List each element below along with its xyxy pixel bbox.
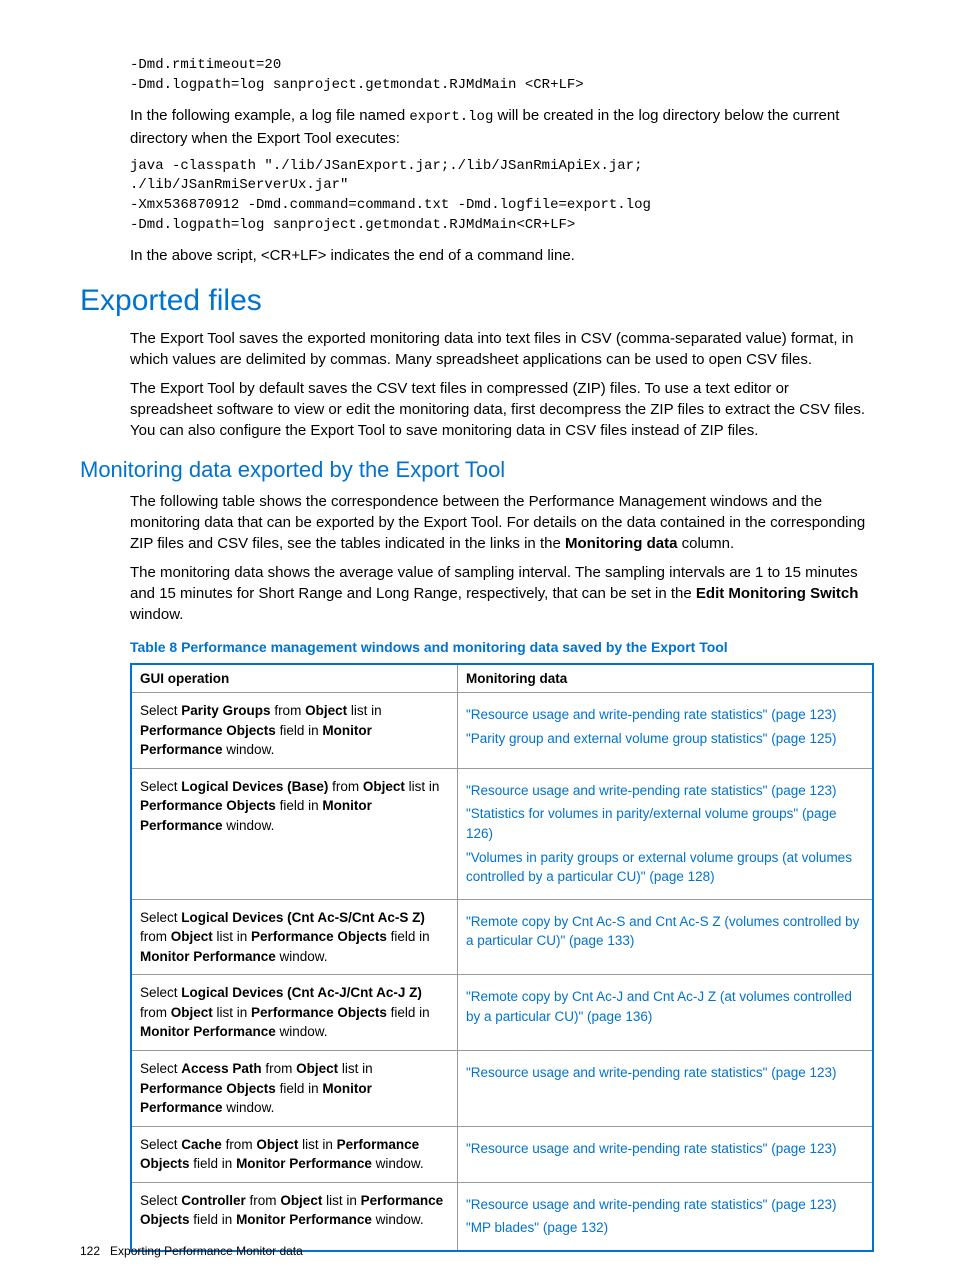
monitoring-data-cell: "Resource usage and write-pending rate s… [457,1182,873,1251]
paragraph-6: The monitoring data shows the average va… [130,562,874,625]
paragraph-2: In the above script, <CR+LF> indicates t… [130,245,874,266]
monitoring-body: The following table shows the correspond… [130,491,874,1252]
gui-operation-cell: Select Cache from Object list in Perform… [131,1126,457,1182]
paragraph-1: In the following example, a log file nam… [130,105,874,149]
page: -Dmd.rmitimeout=20 -Dmd.logpath=log sanp… [0,0,954,1282]
monitoring-data-link[interactable]: "MP blades" (page 132) [466,1218,864,1238]
paragraph-4: The Export Tool by default saves the CSV… [130,378,874,441]
para5-a: The following table shows the correspond… [130,493,865,552]
monitoring-data-link[interactable]: "Volumes in parity groups or external vo… [466,848,864,887]
monitoring-data-cell: "Resource usage and write-pending rate s… [457,693,873,769]
heading-monitoring-data: Monitoring data exported by the Export T… [80,457,874,483]
page-number: 122 [80,1244,100,1258]
monitoring-data-cell: "Resource usage and write-pending rate s… [457,1126,873,1182]
page-footer: 122 Exporting Performance Monitor data [80,1244,303,1258]
gui-operation-cell: Select Logical Devices (Base) from Objec… [131,768,457,899]
table-row: Select Cache from Object list in Perform… [131,1126,873,1182]
exported-files-body: The Export Tool saves the exported monit… [130,328,874,441]
gui-operation-cell: Select Access Path from Object list in P… [131,1051,457,1127]
para1-a: In the following example, a log file nam… [130,107,409,124]
monitoring-data-cell: "Remote copy by Cnt Ac-J and Cnt Ac-J Z … [457,975,873,1051]
monitoring-data-link[interactable]: "Statistics for volumes in parity/extern… [466,804,864,843]
monitoring-data-link[interactable]: "Resource usage and write-pending rate s… [466,705,864,725]
para5-c: column. [677,535,734,552]
monitoring-data-link[interactable]: "Resource usage and write-pending rate s… [466,781,864,801]
table-header-md: Monitoring data [457,664,873,693]
code-block-1: -Dmd.rmitimeout=20 -Dmd.logpath=log sanp… [130,56,874,95]
monitoring-data-link[interactable]: "Remote copy by Cnt Ac-J and Cnt Ac-J Z … [466,987,864,1026]
monitoring-data-cell: "Remote copy by Cnt Ac-S and Cnt Ac-S Z … [457,899,873,975]
table-header-row: GUI operation Monitoring data [131,664,873,693]
table-row: Select Access Path from Object list in P… [131,1051,873,1127]
table-header-gui: GUI operation [131,664,457,693]
para5-b: Monitoring data [565,535,678,552]
table-row: Select Parity Groups from Object list in… [131,693,873,769]
paragraph-5: The following table shows the correspond… [130,491,874,554]
gui-operation-cell: Select Parity Groups from Object list in… [131,693,457,769]
para6-c: window. [130,606,183,623]
heading-exported-files: Exported files [80,284,874,318]
footer-text: Exporting Performance Monitor data [110,1244,303,1258]
top-content: -Dmd.rmitimeout=20 -Dmd.logpath=log sanp… [130,56,874,266]
monitoring-data-link[interactable]: "Remote copy by Cnt Ac-S and Cnt Ac-S Z … [466,912,864,951]
table-row: Select Logical Devices (Cnt Ac-J/Cnt Ac-… [131,975,873,1051]
table-row: Select Controller from Object list in Pe… [131,1182,873,1251]
monitoring-data-cell: "Resource usage and write-pending rate s… [457,1051,873,1127]
monitoring-data-cell: "Resource usage and write-pending rate s… [457,768,873,899]
table-caption: Table 8 Performance management windows a… [130,639,874,655]
para6-b: Edit Monitoring Switch [696,585,858,602]
inline-code-exportlog: export.log [409,109,493,125]
monitoring-data-table: GUI operation Monitoring data Select Par… [130,663,874,1252]
code-block-2: java -classpath "./lib/JSanExport.jar;./… [130,157,874,235]
gui-operation-cell: Select Controller from Object list in Pe… [131,1182,457,1251]
monitoring-data-link[interactable]: "Resource usage and write-pending rate s… [466,1195,864,1215]
table-row: Select Logical Devices (Base) from Objec… [131,768,873,899]
monitoring-data-link[interactable]: "Resource usage and write-pending rate s… [466,1063,864,1083]
paragraph-3: The Export Tool saves the exported monit… [130,328,874,370]
gui-operation-cell: Select Logical Devices (Cnt Ac-S/Cnt Ac-… [131,899,457,975]
monitoring-data-link[interactable]: "Parity group and external volume group … [466,729,864,749]
monitoring-data-link[interactable]: "Resource usage and write-pending rate s… [466,1139,864,1159]
table-row: Select Logical Devices (Cnt Ac-S/Cnt Ac-… [131,899,873,975]
gui-operation-cell: Select Logical Devices (Cnt Ac-J/Cnt Ac-… [131,975,457,1051]
